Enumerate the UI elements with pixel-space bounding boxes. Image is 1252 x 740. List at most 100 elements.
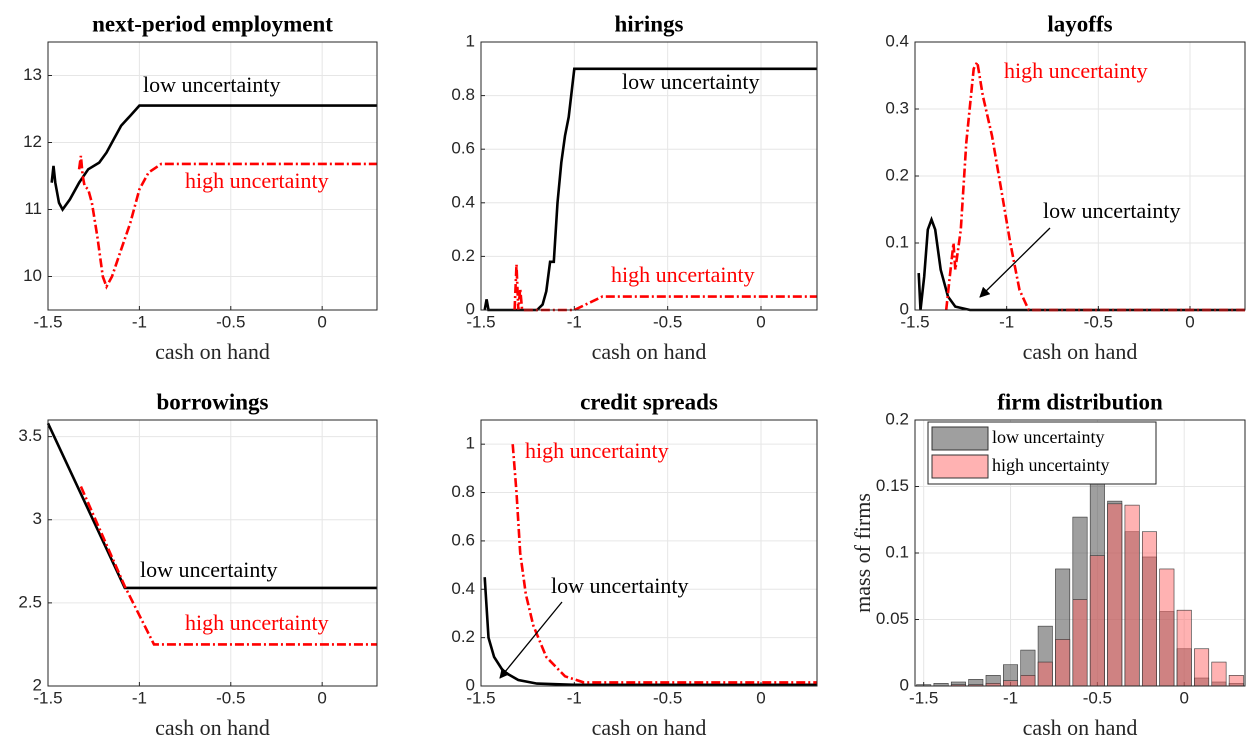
x-tick-label: -1.5 [900, 312, 929, 331]
y-axis-label: mass of firms [850, 493, 875, 613]
x-tick-label: 0 [317, 688, 326, 707]
x-tick-label: -1.5 [33, 688, 62, 707]
x-tick-label: -0.5 [653, 312, 682, 331]
y-tick-label: 3.5 [18, 426, 42, 445]
series-label: high uncertainty [525, 438, 669, 463]
series-label: low uncertainty [140, 557, 277, 582]
x-axis-label: cash on hand [592, 339, 707, 364]
x-tick-label: -1 [999, 312, 1014, 331]
x-tick-label: -0.5 [1084, 312, 1113, 331]
legend-swatch [931, 454, 989, 479]
y-tick-label: 12 [23, 132, 42, 151]
line [917, 215, 1245, 312]
y-tick-label: 0 [900, 299, 909, 318]
axes-box [914, 419, 1246, 687]
y-tick-label: 3 [33, 509, 42, 528]
x-tick-label: 0 [756, 688, 765, 707]
axes-box [47, 419, 378, 687]
annotation-arrow [499, 601, 563, 679]
plot-area [48, 420, 377, 686]
y-tick-label: 13 [23, 65, 42, 84]
axes-box [47, 41, 378, 311]
x-tick-label: -1.5 [909, 688, 938, 707]
y-tick-label: 1 [466, 31, 475, 50]
y-tick-label: 0.4 [885, 31, 909, 50]
panel: 0 0.05 0.1 0.15 0.2 -1.5 -1 -0.5 0 firm distribut… [850, 389, 1246, 740]
histogram-bar [1211, 661, 1227, 687]
series-label: low uncertainty [551, 573, 688, 598]
y-tick-label: 10 [23, 266, 42, 285]
histogram-bar [1141, 531, 1157, 687]
x-tick-label: 0 [756, 312, 765, 331]
x-tick-label: -0.5 [216, 688, 245, 707]
x-tick-label: 0 [1185, 312, 1194, 331]
line [513, 264, 817, 312]
annotation-arrow [979, 227, 1051, 298]
x-tick-label: 0 [317, 312, 326, 331]
line [944, 58, 1245, 312]
y-tick-label: 0.15 [876, 476, 909, 495]
y-tick-label: 1 [466, 434, 475, 453]
chart-title: credit spreads [580, 389, 718, 414]
legend-label: low uncertainty [992, 427, 1104, 447]
y-tick-label: 0 [466, 675, 475, 694]
histogram-bar [1020, 675, 1036, 687]
histogram-bar [1194, 648, 1210, 687]
series-label: high uncertainty [1004, 58, 1148, 83]
y-tick-label: 0.4 [451, 192, 475, 211]
panel: 0 0.2 0.4 0.6 0.8 1 -1.5 -1 -0.5 0 credit spreads c… [451, 389, 818, 740]
y-tick-label: 0.4 [451, 579, 475, 598]
x-tick-label: -0.5 [653, 688, 682, 707]
y-tick-label: 0.2 [885, 165, 909, 184]
histogram-bar [1124, 504, 1140, 687]
axes-box [914, 41, 1246, 311]
x-tick-label: -1 [132, 688, 147, 707]
y-tick-label: 0.1 [885, 542, 909, 561]
chart-title: borrowings [156, 389, 268, 414]
panel: 0 0.1 0.2 0.3 0.4 -1.5 -1 -0.5 0 layoffs cash on h… [885, 11, 1246, 364]
x-axis-label: cash on hand [1023, 339, 1138, 364]
x-tick-label: -0.5 [216, 312, 245, 331]
histogram-bar [1072, 599, 1088, 687]
line [511, 444, 817, 684]
x-tick-label: -0.5 [1083, 688, 1112, 707]
y-tick-label: 0.8 [451, 85, 475, 104]
x-axis-label: cash on hand [592, 715, 707, 740]
histogram-bar [1055, 639, 1071, 687]
y-tick-label: 0.2 [885, 409, 909, 428]
y-tick-label: 0.8 [451, 482, 475, 501]
histogram-bar [1037, 661, 1053, 687]
y-tick-label: 0.2 [451, 627, 475, 646]
y-tick-label: 0 [900, 675, 909, 694]
line [50, 104, 377, 212]
panel: 0 0.2 0.4 0.6 0.8 1 -1.5 -1 -0.5 0 hirings cash on … [451, 11, 818, 364]
histogram-bar [1003, 680, 1019, 687]
y-tick-label: 11 [24, 199, 42, 218]
y-tick-label: 2.5 [18, 592, 42, 611]
chart-title: firm distribution [997, 389, 1163, 414]
y-tick-label: 0.3 [885, 98, 909, 117]
series-label: high uncertainty [185, 168, 329, 193]
axes-box [480, 419, 818, 687]
legend-swatch [931, 426, 989, 451]
series-label: low uncertainty [1043, 198, 1180, 223]
y-tick-label: 0.1 [885, 232, 909, 251]
series-label: high uncertainty [611, 262, 755, 287]
line [77, 155, 377, 290]
y-tick-label: 0.6 [451, 139, 475, 158]
series-label: high uncertainty [185, 610, 329, 635]
axes-box [480, 41, 818, 311]
histogram-bar [1159, 568, 1175, 687]
x-axis-label: cash on hand [155, 339, 270, 364]
y-tick-label: 0.05 [876, 609, 909, 628]
x-tick-label: -1.5 [466, 312, 495, 331]
series-label: low uncertainty [622, 69, 759, 94]
histogram-bar [1089, 555, 1105, 687]
line [483, 577, 817, 687]
x-axis-label: cash on hand [1023, 715, 1138, 740]
x-tick-label: -1 [1003, 688, 1018, 707]
line [79, 485, 377, 646]
legend-label: high uncertainty [992, 455, 1109, 475]
histogram-bar [1228, 675, 1244, 687]
